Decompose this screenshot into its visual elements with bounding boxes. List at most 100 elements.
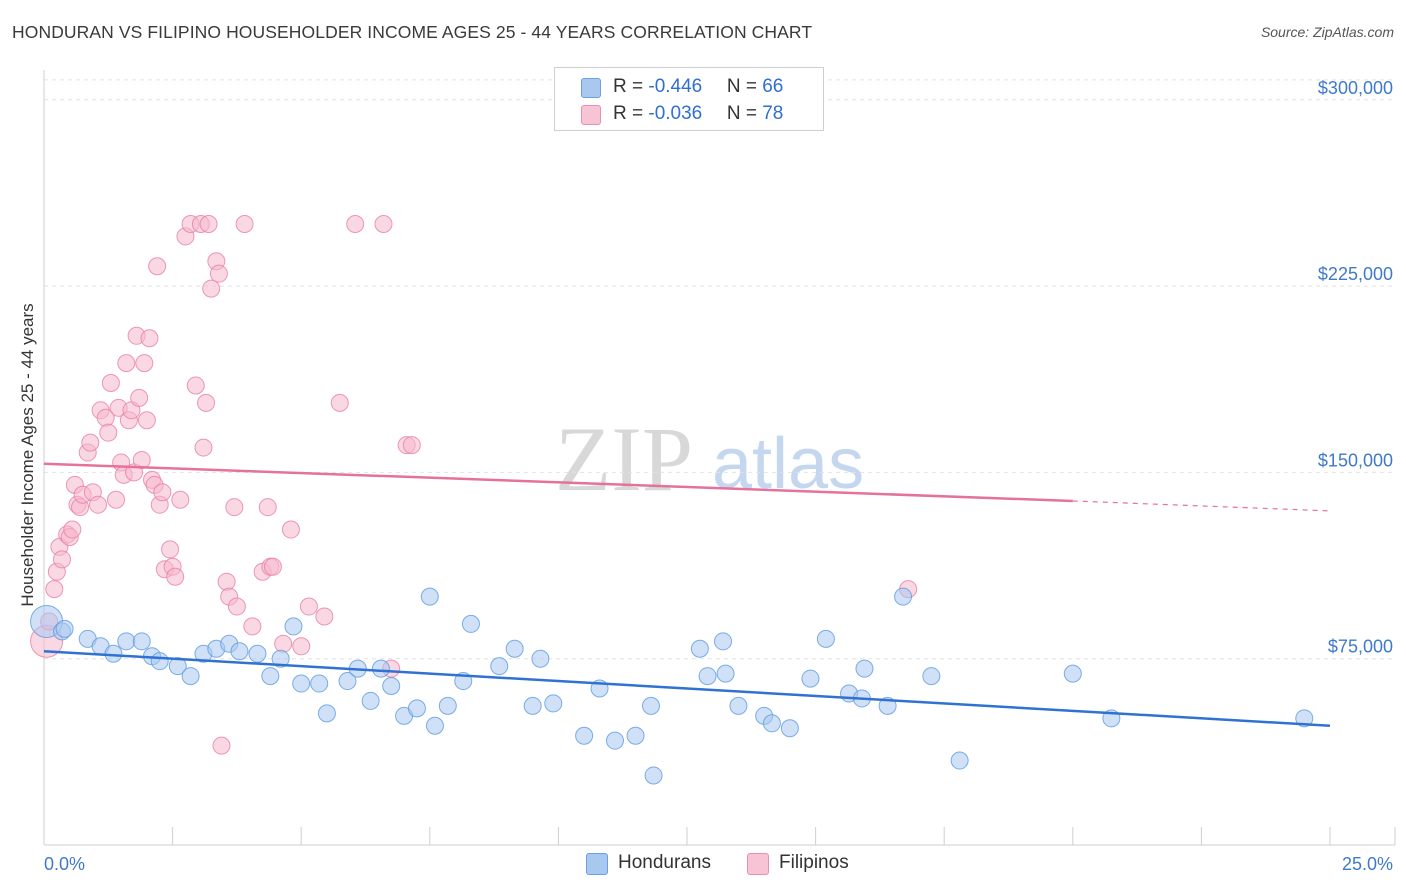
y-axis-label: Householder Income Ages 25 - 44 years (18, 303, 37, 606)
filipinos-point (263, 557, 282, 576)
hondurans-point (855, 659, 874, 678)
hondurans-point (531, 649, 550, 668)
legend-r-value-filipinos: -0.036 (648, 103, 703, 124)
bottom-legend-label-filipinos: Filipinos (779, 852, 849, 873)
filipinos-point (53, 550, 72, 569)
filipinos-point (197, 393, 216, 412)
hondurans-point (950, 751, 969, 770)
filipinos-point (225, 498, 244, 517)
filipinos-point (217, 572, 236, 591)
hondurans-point (271, 649, 290, 668)
filipinos-point (186, 376, 205, 395)
filipinos-point (315, 607, 334, 626)
filipinos-point (235, 215, 254, 234)
filipinos-point (274, 634, 293, 653)
hondurans-point (132, 632, 151, 651)
hondurans-point (310, 674, 329, 693)
hondurans-point (361, 691, 380, 710)
axes (43, 70, 1395, 846)
watermark: ZIP atlas (555, 408, 864, 510)
filipinos-point (243, 617, 262, 636)
filipinos-point (292, 637, 311, 656)
hondurans-point (801, 669, 820, 688)
y-tick-label: $225,000 (1318, 264, 1393, 284)
filipinos-trend-extension (1072, 500, 1331, 512)
hondurans-point (922, 667, 941, 686)
hondurans-point (284, 617, 303, 636)
legend-n-value-hondurans: 66 (762, 76, 784, 97)
hondurans-point (317, 704, 336, 723)
hondurans-point (698, 667, 717, 686)
filipinos-point (330, 393, 349, 412)
hondurans-point (150, 652, 169, 671)
hondurans-point (425, 716, 444, 735)
y-tick-label: $300,000 (1318, 78, 1393, 98)
filipinos-point (153, 483, 172, 502)
filipinos-point (161, 540, 180, 559)
legend-n-label: N = (726, 103, 763, 124)
y-tick-labels: $75,000 $150,000 $225,000 $300,000 (1318, 78, 1393, 657)
legend-r-label: R = (613, 76, 649, 97)
filipinos-trend-line (43, 462, 1073, 503)
hondurans-point (461, 614, 480, 633)
x-ticks (43, 827, 1396, 845)
correlation-legend: R = -0.446 N = 66 R = -0.036 N = 78 (554, 67, 824, 131)
hondurans-point (544, 694, 563, 713)
legend-n-label: N = (726, 76, 763, 97)
hondurans-point (644, 766, 663, 785)
hondurans-point (490, 657, 509, 676)
watermark-zip: ZIP (555, 408, 693, 510)
hondurans-point (714, 632, 733, 651)
hondurans-point (117, 632, 136, 651)
hondurans-point (575, 726, 594, 745)
filipinos-point (148, 257, 167, 276)
hondurans-trend-line (43, 650, 1331, 728)
legend-swatch-filipinos (581, 105, 601, 125)
filipinos-point (299, 597, 318, 616)
hondurans-point (878, 696, 897, 715)
filipinos-point (130, 388, 149, 407)
hondurans-point (338, 672, 357, 691)
hondurans-point (523, 696, 542, 715)
legend-r-value-hondurans: -0.446 (648, 76, 703, 97)
y-tick-label: $150,000 (1318, 450, 1393, 470)
hondurans-point (1063, 664, 1082, 683)
gridlines (44, 79, 1395, 660)
filipinos-point (199, 215, 218, 234)
hondurans-point (605, 731, 624, 750)
hondurans-point (729, 696, 748, 715)
y-tick-label: $75,000 (1328, 637, 1393, 657)
hondurans-point (407, 699, 426, 718)
filipinos-point (171, 490, 190, 509)
filipinos-point (137, 411, 156, 430)
filipinos-point (117, 354, 136, 373)
chart-title: HONDURAN VS FILIPINO HOUSEHOLDER INCOME … (12, 22, 813, 42)
hondurans-point (716, 664, 735, 683)
x-tick-label-max: 25.0% (1342, 854, 1393, 874)
hondurans-point (230, 642, 249, 661)
filipinos-point (63, 520, 82, 539)
hondurans-points (30, 587, 1314, 785)
hondurans-point (505, 639, 524, 658)
filipinos-point (135, 354, 154, 373)
filipinos-point (212, 736, 231, 755)
chart-source: Source: ZipAtlas.com (1260, 24, 1394, 40)
filipinos-point (81, 433, 100, 452)
hondurans-point (626, 726, 645, 745)
filipinos-point (99, 423, 118, 442)
hondurans-point (780, 719, 799, 738)
bottom-legend-swatch-filipinos (747, 853, 769, 875)
hondurans-point (292, 674, 311, 693)
legend-n-value-filipinos: 78 (762, 103, 784, 124)
x-tick-label-min: 0.0% (44, 854, 85, 874)
hondurans-point (816, 629, 835, 648)
filipinos-point (227, 597, 246, 616)
hondurans-point (1295, 709, 1314, 728)
trend-lines (43, 462, 1331, 728)
hondurans-point (894, 587, 913, 606)
hondurans-point (641, 696, 660, 715)
hondurans-point (248, 644, 267, 663)
filipinos-point (107, 490, 126, 509)
hondurans-point (168, 657, 187, 676)
